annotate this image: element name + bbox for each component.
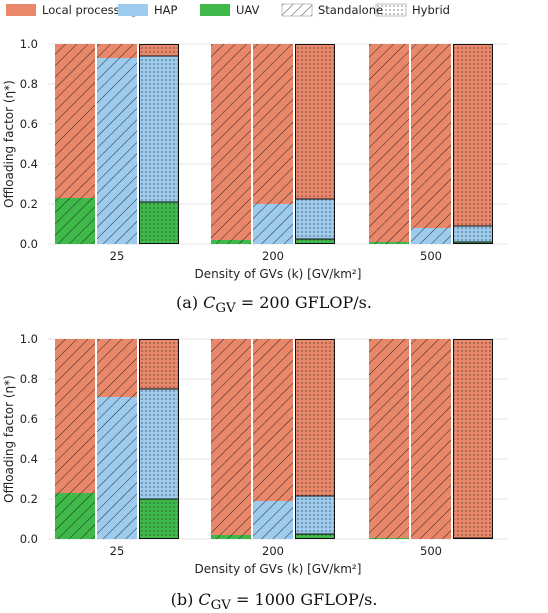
x-tick-label: 200	[262, 249, 284, 263]
x-tick-label: 25	[110, 544, 125, 558]
x-axis-label: Density of GVs (k) [GV/km²]	[195, 562, 362, 576]
y-tick-label: 0.8	[20, 372, 38, 386]
x-tick-label: 500	[420, 544, 442, 558]
bar-pattern-standalone	[253, 339, 293, 539]
bar-pattern-hybrid	[139, 339, 179, 539]
bar-stack	[97, 339, 137, 539]
bar-stack	[411, 339, 451, 539]
y-tick-label: 1.0	[20, 37, 38, 51]
bar-pattern-standalone	[211, 339, 251, 539]
legend-item: HAP	[118, 3, 178, 17]
bar-stack	[139, 339, 179, 539]
chart-b: 0.0 0.2 0.4 0.6 0.8 1.0 25 200 500 Density of GVs…	[2, 332, 508, 576]
x-tick-label: 500	[420, 249, 442, 263]
bar-pattern-hybrid	[453, 339, 493, 539]
bar-pattern-standalone	[55, 44, 95, 244]
bar-stack	[55, 339, 95, 539]
legend-label: Hybrid	[412, 3, 450, 17]
caption-a: (a) CGV = 200 GFLOP/s.	[176, 293, 372, 317]
bar-stack	[411, 44, 451, 244]
y-tick-label: 0.4	[20, 157, 38, 171]
y-tick-label: 0.0	[20, 532, 38, 546]
legend-label: HAP	[154, 3, 178, 17]
bar-pattern-hybrid	[295, 339, 335, 539]
bar-outline	[295, 339, 335, 539]
bar-pattern-standalone	[97, 339, 137, 539]
legend-item: Local processing	[6, 3, 137, 17]
bar-pattern-standalone	[411, 339, 451, 539]
bar-stack	[253, 339, 293, 539]
x-axis-label: Density of GVs (k) [GV/km²]	[195, 267, 362, 281]
bar-stack	[253, 44, 293, 244]
bar-pattern-standalone	[411, 44, 451, 244]
legend-label: Standalone	[318, 3, 383, 17]
y-axis-label: Offloading factor (η*)	[2, 375, 16, 503]
bar-stack	[369, 44, 409, 244]
bar-stack	[139, 44, 179, 244]
y-tick-label: 0.6	[20, 412, 38, 426]
bar-stack	[453, 44, 493, 244]
bar-pattern-standalone	[97, 44, 137, 244]
bar-stack	[453, 339, 493, 539]
chart-a: 0.0 0.2 0.4 0.6 0.8 1.0 25 200 500 Density of GVs…	[2, 37, 508, 281]
legend-swatch	[6, 4, 36, 16]
y-tick-label: 0.2	[20, 492, 38, 506]
bar-pattern-standalone	[55, 339, 95, 539]
y-tick-label: 1.0	[20, 332, 38, 346]
legend-item: UAV	[200, 3, 260, 17]
y-tick-label: 0.2	[20, 197, 38, 211]
bar-outline	[139, 339, 179, 539]
bar-stack	[295, 339, 335, 539]
y-tick-label: 0.8	[20, 77, 38, 91]
legend-item: Standalone	[281, 3, 383, 17]
x-tick-label: 200	[262, 544, 284, 558]
bar-pattern-hybrid	[453, 44, 493, 244]
bar-pattern-standalone	[369, 339, 409, 539]
legend-swatch	[200, 4, 230, 16]
bar-outline	[453, 44, 493, 244]
x-tick-label: 25	[110, 249, 125, 263]
bar-stack	[369, 339, 409, 539]
bar-stack	[55, 44, 95, 244]
bar-pattern-hybrid	[139, 44, 179, 244]
legend-item: Hybrid	[375, 3, 450, 17]
legend: Local processing HAP UAV Standalone Hybrid	[6, 3, 450, 17]
bar-pattern-standalone	[369, 44, 409, 244]
bar-stack	[211, 44, 251, 244]
y-axis-label: Offloading factor (η*)	[2, 80, 16, 208]
bar-pattern-hybrid	[295, 44, 335, 244]
bar-outline	[139, 44, 179, 244]
bar-pattern-standalone	[253, 44, 293, 244]
legend-swatch	[118, 4, 148, 16]
y-tick-label: 0.0	[20, 237, 38, 251]
y-tick-label: 0.6	[20, 117, 38, 131]
bar-outline	[295, 44, 335, 244]
bar-stack	[295, 44, 335, 244]
bar-pattern-standalone	[211, 44, 251, 244]
bar-stack	[97, 44, 137, 244]
caption-b: (b) CGV = 1000 GFLOP/s.	[170, 590, 378, 613]
legend-swatch	[375, 3, 407, 17]
y-tick-label: 0.4	[20, 452, 38, 466]
legend-swatch	[281, 3, 313, 17]
bar-stack	[211, 339, 251, 539]
legend-label: Local processing	[42, 3, 137, 17]
legend-label: UAV	[236, 3, 260, 17]
